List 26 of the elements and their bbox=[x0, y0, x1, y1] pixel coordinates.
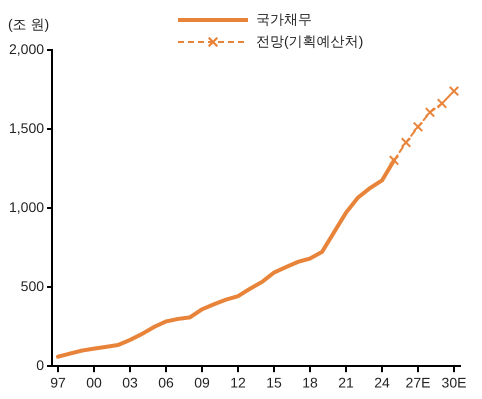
point bbox=[424, 107, 436, 118]
y-tick-label: 1,000 bbox=[8, 198, 44, 215]
legend-label: 전망(기획예산처) bbox=[256, 32, 364, 49]
x-tick-label: 12 bbox=[230, 374, 246, 390]
x-tick-label: 09 bbox=[194, 374, 210, 390]
point bbox=[412, 122, 424, 132]
point bbox=[436, 98, 448, 109]
y-axis-title: (조 원) bbox=[8, 16, 50, 32]
x-tick-label: 15 bbox=[266, 374, 282, 390]
point bbox=[448, 86, 460, 96]
x-tick-label: 18 bbox=[302, 374, 318, 390]
y-tick-label: 0 bbox=[36, 357, 44, 374]
x-tick-label: 06 bbox=[158, 374, 174, 390]
x-tick-label: 97 bbox=[50, 374, 66, 390]
x-tick-label: 03 bbox=[122, 374, 138, 390]
y-tick-label: 1,500 bbox=[8, 120, 44, 136]
x-tick-label: 27E bbox=[406, 374, 430, 390]
point bbox=[388, 155, 400, 166]
y-tick-label: 500 bbox=[20, 278, 44, 294]
x-tick-label: 30E bbox=[442, 374, 466, 390]
point bbox=[400, 137, 412, 148]
x-tick-label: 24 bbox=[374, 374, 390, 390]
x-tick-label: 00 bbox=[86, 374, 102, 390]
x-tick-label: 21 bbox=[338, 374, 354, 390]
legend-label: 국가채무 bbox=[256, 10, 312, 27]
y-tick-label: 2,000 bbox=[8, 40, 44, 57]
